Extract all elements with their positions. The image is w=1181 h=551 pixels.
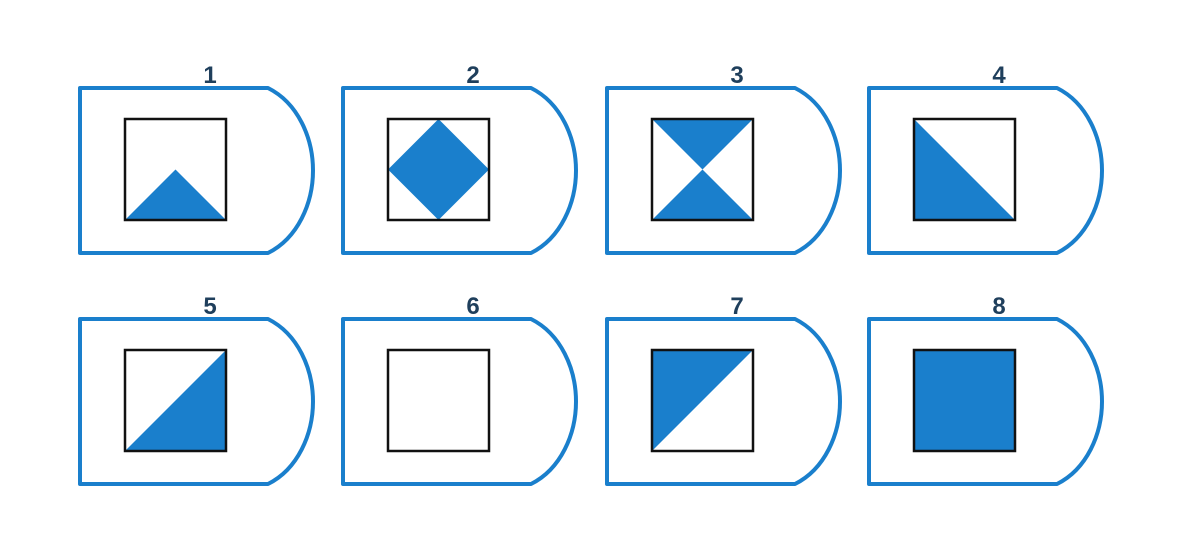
card-outline — [605, 317, 842, 486]
inner-square — [912, 348, 1017, 453]
pattern-shape — [652, 350, 753, 451]
card-number: 1 — [203, 62, 216, 89]
pattern-shape — [914, 119, 1015, 220]
card-number: 3 — [730, 62, 743, 89]
card-8: 8 — [867, 293, 1104, 486]
card-outline — [605, 86, 842, 255]
card-number: 2 — [466, 62, 479, 89]
inner-square — [650, 348, 755, 453]
pattern-shape — [652, 119, 753, 170]
inner-square — [386, 117, 491, 222]
pattern-shape — [125, 169, 226, 220]
pattern-shape — [388, 119, 489, 220]
pattern-shape — [125, 350, 226, 451]
card-4: 4 — [867, 62, 1104, 255]
card-7: 7 — [605, 293, 842, 486]
inner-square — [386, 348, 491, 453]
card-number: 8 — [992, 293, 1005, 320]
inner-square — [123, 348, 228, 453]
card-6: 6 — [341, 293, 578, 486]
card-1: 1 — [78, 62, 315, 255]
card-number: 4 — [992, 62, 1006, 89]
inner-square — [123, 117, 228, 222]
card-outline — [78, 86, 315, 255]
card-number: 6 — [466, 293, 479, 320]
card-number: 7 — [730, 293, 743, 320]
card-outline — [867, 86, 1104, 255]
card-number: 5 — [203, 293, 216, 320]
card-3: 3 — [605, 62, 842, 255]
inner-square — [650, 117, 755, 222]
card-outline — [341, 317, 578, 486]
pattern-shape — [914, 350, 1015, 451]
inner-square — [912, 117, 1017, 222]
card-2: 2 — [341, 62, 578, 255]
pattern-shape — [652, 169, 753, 220]
card-5: 5 — [78, 293, 315, 486]
